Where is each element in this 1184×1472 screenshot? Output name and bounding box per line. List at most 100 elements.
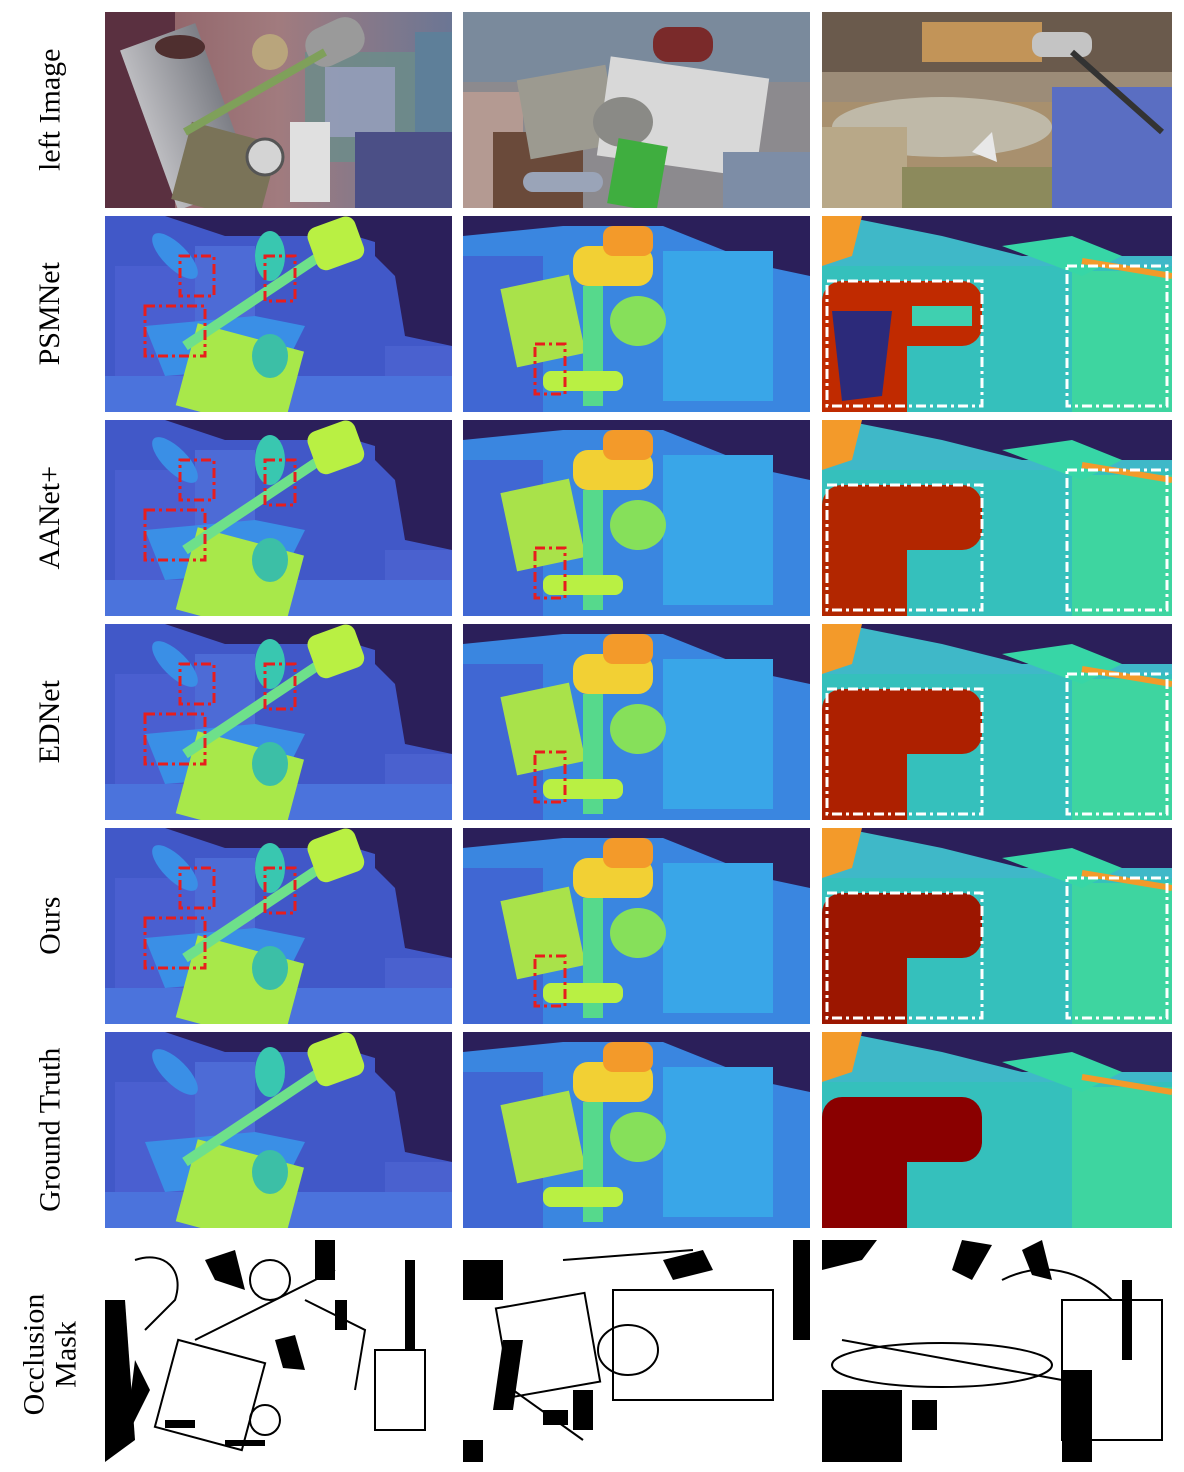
- row-label-ground-truth: Ground Truth: [0, 1032, 100, 1228]
- row-label-occlusion-mask: Occlusion Mask: [0, 1236, 100, 1472]
- stick: [1081, 462, 1172, 483]
- far-background: [375, 1032, 452, 1162]
- handle-bar: [182, 1057, 338, 1167]
- highlight-box: [825, 687, 984, 816]
- plant: [1002, 1052, 1122, 1092]
- cylinder: [307, 1032, 365, 1087]
- highlight-box: [533, 546, 567, 600]
- aanet-disparity-scene-1: [105, 420, 452, 616]
- row-label-text: PSMNet: [33, 262, 67, 366]
- highlight-box: [178, 866, 216, 910]
- object-near: [822, 216, 862, 266]
- toy-cap: [603, 226, 653, 256]
- wheel: [252, 742, 288, 786]
- row-label-aanet: AANet+: [0, 420, 100, 616]
- ednet-disparity-scene-3: [822, 624, 1172, 820]
- handle-bar: [182, 241, 338, 351]
- panel-plane: [663, 1067, 773, 1217]
- ours-disparity-scene-2: [463, 828, 810, 1024]
- handle-bar: [182, 649, 338, 759]
- far-background: [375, 216, 452, 346]
- wheel: [252, 538, 288, 582]
- row-label-psmnet: PSMNet: [0, 216, 100, 412]
- toy-cap: [603, 1042, 653, 1072]
- psmnet-disparity-scene-3: [822, 216, 1172, 412]
- bar-low: [543, 983, 623, 1003]
- object-near: [822, 1032, 862, 1082]
- wheel: [152, 845, 198, 891]
- sphere: [610, 704, 666, 754]
- object-near: [822, 420, 862, 470]
- highlight-box: [533, 342, 567, 396]
- wheel: [252, 334, 288, 378]
- aanet-disparity-scene-3: [822, 420, 1172, 616]
- occlusion-mask-scene-1: [105, 1240, 452, 1462]
- row-label-ours: Ours: [0, 828, 100, 1024]
- highlight-box: [1065, 468, 1169, 612]
- far-background: [105, 420, 452, 455]
- occlusion-mask-scene-3: [822, 1240, 1172, 1462]
- aanet-disparity-scene-2: [463, 420, 810, 616]
- panel-plane: [1072, 883, 1172, 1024]
- far-background: [105, 624, 452, 659]
- ednet-disparity-scene-1: [105, 624, 452, 820]
- row-label-ednet: EDNet: [0, 624, 100, 820]
- highlight-box: [1065, 876, 1169, 1020]
- panel-plane: [663, 455, 773, 605]
- handle-bar: [182, 853, 338, 963]
- panel-plane: [1072, 679, 1172, 820]
- left-image-scene-3: [822, 12, 1172, 208]
- wheel: [152, 641, 198, 687]
- highlight-box: [178, 662, 216, 706]
- far-background: [463, 1032, 810, 1092]
- wheel: [152, 1049, 198, 1095]
- far-background: [375, 624, 452, 754]
- highlight-box: [263, 458, 297, 507]
- wheel: [252, 946, 288, 990]
- object-near: [822, 828, 862, 878]
- book: [500, 1090, 586, 1184]
- bar-low: [543, 779, 623, 799]
- table-leg: [822, 1132, 907, 1228]
- highlight-box: [263, 254, 297, 303]
- table-leg: [822, 928, 907, 1024]
- highlight-box: [1065, 672, 1169, 816]
- row-label-text: Occlusion Mask: [17, 1293, 83, 1415]
- panel-plane: [1072, 475, 1172, 616]
- sphere: [610, 908, 666, 958]
- far-background: [463, 828, 810, 888]
- toy-cap: [603, 430, 653, 460]
- error-region: [912, 306, 972, 326]
- row-label-text: EDNet: [33, 680, 67, 764]
- highlight-box: [263, 662, 297, 711]
- occlusion-mask-scene-2: [463, 1240, 810, 1462]
- far-background: [375, 828, 452, 958]
- bar-low: [543, 371, 623, 391]
- far-background: [105, 1032, 452, 1067]
- row-label-text: Ground Truth: [33, 1047, 67, 1213]
- cylinder: [307, 624, 365, 679]
- head: [255, 1047, 285, 1097]
- error-region: [832, 311, 892, 401]
- stick: [1081, 258, 1172, 279]
- wheel: [152, 437, 198, 483]
- ednet-disparity-scene-2: [463, 624, 810, 820]
- far-background: [105, 216, 452, 251]
- toy-cap: [603, 838, 653, 868]
- far-background: [463, 624, 810, 684]
- ground-truth-disparity-scene-1: [105, 1032, 452, 1228]
- bar-low: [543, 575, 623, 595]
- far-background: [105, 828, 452, 863]
- highlight-box: [533, 954, 567, 1008]
- highlight-box: [143, 304, 207, 358]
- panel-plane: [663, 659, 773, 809]
- sphere: [610, 296, 666, 346]
- row-label-text: AANet+: [33, 466, 67, 570]
- cylinder: [307, 828, 365, 883]
- row-label-text: Ours: [33, 896, 67, 956]
- highlight-box: [178, 254, 216, 298]
- object-near: [822, 624, 862, 674]
- highlight-box: [1065, 264, 1169, 408]
- toy-cap: [603, 634, 653, 664]
- far-background: [375, 420, 452, 550]
